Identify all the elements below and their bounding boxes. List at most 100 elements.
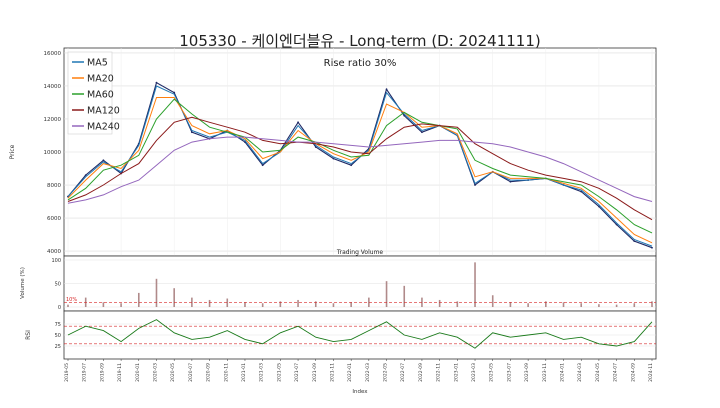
volume-bar (385, 281, 388, 307)
volume-bar (350, 302, 352, 307)
price-y-tick-label: 4000 (47, 249, 61, 255)
volume-bar (651, 301, 653, 307)
price-point (190, 131, 193, 134)
x-tick-label: 2020-05 (170, 363, 176, 382)
volume-bar (545, 301, 547, 307)
x-tick-label: 2024-11 (648, 363, 654, 382)
x-tick-label: 2019-09 (99, 363, 105, 382)
x-tick-label: 2023-01 (453, 363, 459, 382)
x-tick-label: 2022-11 (436, 363, 442, 382)
x-tick-label: 2023-09 (524, 363, 530, 382)
price-y-tick-label: 8000 (47, 183, 61, 189)
x-tick-label: 2020-03 (152, 363, 158, 382)
price-grid (64, 48, 656, 256)
volume-bar (403, 285, 406, 307)
x-tick-label: 2023-07 (506, 363, 512, 382)
x-tick-label: 2019-07 (82, 363, 88, 382)
volume-threshold-label: 10% (66, 297, 77, 303)
price-point (615, 223, 618, 226)
volume-panel: 0 50 100 Trading Volume Volume (%) 10% (20, 249, 657, 312)
volume-bar (279, 301, 282, 307)
price-y-tick-label: 6000 (47, 216, 61, 222)
rsi-y-tick-label: 50 (55, 333, 61, 339)
x-tick-label: 2022-03 (365, 363, 371, 382)
x-tick-label: 2021-03 (259, 363, 265, 382)
price-point (102, 159, 105, 162)
volume-bar (474, 262, 476, 307)
volume-y-tick-label: 100 (51, 258, 61, 264)
volume-bar (226, 298, 229, 307)
x-tick-label: 2019-05 (64, 363, 70, 382)
volume-y-ticks: 0 50 100 (51, 258, 61, 311)
x-tick-label: 2019-11 (117, 363, 123, 382)
x-tick-label: 2024-01 (560, 363, 566, 382)
volume-bar (562, 302, 565, 307)
price-point (314, 146, 317, 148)
x-tick-label: 2023-11 (542, 363, 548, 382)
volume-bar (297, 299, 299, 307)
x-tick-label: 2024-09 (630, 363, 636, 382)
price-lines (67, 81, 653, 249)
volume-grid (64, 259, 656, 308)
volume-y-axis-label: Volume (%) (20, 267, 26, 299)
volume-bar (208, 299, 211, 307)
volume-bar (244, 302, 246, 307)
price-point (385, 88, 388, 91)
volume-bar (368, 297, 370, 307)
volume-bar (314, 301, 317, 307)
volume-bar (137, 292, 140, 307)
x-tick-label: 2020-09 (206, 363, 212, 382)
x-tick-label: 2023-03 (471, 363, 477, 382)
price-y-axis-label: Price (9, 144, 16, 159)
volume-bar (261, 303, 264, 307)
x-tick-label: 2022-07 (400, 363, 406, 382)
legend-entry-ma60: MA60 (87, 90, 114, 101)
x-tick-label: 2021-05 (276, 363, 282, 382)
price-y-tick-label: 12000 (44, 117, 62, 123)
series-line-ma240 (67, 136, 653, 204)
x-tick-label: 2021-01 (241, 363, 247, 382)
price-point (633, 240, 636, 243)
rsi-lines (64, 319, 656, 349)
x-axis-label: Index (352, 389, 368, 395)
x-tick-label: 2021-09 (312, 363, 318, 382)
x-tick-label: 2023-05 (489, 363, 495, 382)
price-y-tick-label: 16000 (44, 51, 62, 57)
x-tick-label: 2024-03 (577, 363, 583, 382)
legend-entry-ma240: MA240 (87, 122, 120, 133)
volume-bar (438, 299, 441, 307)
price-y-tick-label: 14000 (44, 84, 62, 90)
series-line-ma5 (67, 85, 653, 247)
rsi-y-tick-label: 75 (55, 322, 61, 328)
price-point (421, 131, 423, 134)
series-line-ma120 (67, 116, 653, 221)
legend: MA5 MA20 MA60 MA120 MA240 (67, 51, 120, 135)
rsi-y-ticks: 25 50 75 (55, 322, 61, 350)
volume-bars (64, 262, 656, 307)
rise-ratio-annotation: Rise ratio 30% (324, 58, 397, 69)
volume-bar (332, 303, 335, 307)
volume-bar (456, 301, 459, 307)
figure-title: 105330 - 케이엔더블유 - Long-term (D: 20241111… (179, 32, 541, 50)
price-y-ticks: 4000 6000 8000 10000 12000 14000 16000 (44, 51, 62, 255)
volume-bar (615, 304, 618, 307)
rsi-panel: 25 50 75 RSI (25, 310, 657, 360)
price-panel: 4000 6000 8000 10000 12000 14000 16000 Price R… (9, 47, 657, 257)
price-point (155, 81, 158, 84)
volume-bar (155, 278, 158, 307)
legend-entry-ma20: MA20 (87, 74, 114, 85)
x-tick-label: 2021-07 (294, 363, 300, 382)
rsi-line (67, 319, 653, 349)
volume-bar (633, 303, 636, 307)
price-point (509, 180, 512, 183)
price-point (598, 205, 600, 208)
price-point (173, 91, 176, 94)
legend-entry-ma120: MA120 (87, 106, 120, 117)
price-point (651, 246, 653, 249)
price-point (474, 184, 476, 186)
volume-y-tick-label: 0 (58, 305, 61, 311)
price-y-tick-label: 10000 (44, 150, 62, 156)
volume-bar (120, 303, 122, 307)
rsi-y-axis-label: RSI (25, 330, 32, 340)
